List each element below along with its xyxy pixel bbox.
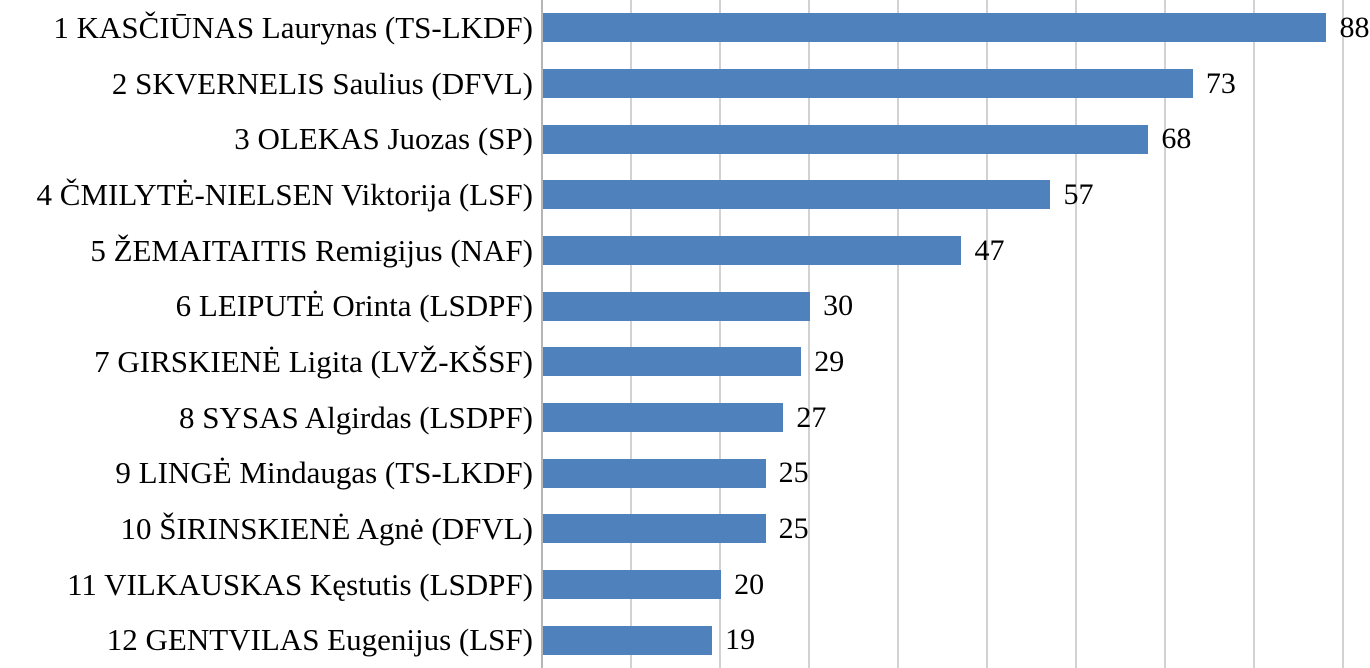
value-label: 20 (734, 567, 765, 601)
bar (543, 13, 1327, 43)
category-label: 10 ŠIRINSKIENĖ Agnė (DFVL) (120, 511, 533, 546)
bar (543, 458, 766, 488)
bar (543, 291, 811, 321)
category-label: 5 ŽEMAITAITIS Remigijus (NAF) (90, 232, 533, 268)
value-label: 19 (725, 623, 756, 657)
category-label: 3 OLEKAS Juozas (SP) (234, 121, 533, 157)
value-label: 73 (1205, 66, 1236, 100)
category-label: 7 GIRSKIENĖ Ligita (LVŽ-KŠSF) (94, 344, 533, 379)
x-gridline (897, 0, 900, 668)
y-axis-line (541, 0, 543, 668)
x-gridline (1253, 0, 1256, 668)
category-label: 1 KASČIŪNAS Laurynas (TS-LKDF) (53, 10, 533, 45)
bar (543, 69, 1193, 98)
x-gridline (808, 0, 811, 668)
category-label: 6 LEIPUTĖ Orinta (LSDPF) (175, 288, 533, 324)
value-label: 57 (1063, 178, 1094, 211)
x-gridline (1075, 0, 1078, 668)
value-label: 68 (1161, 122, 1192, 156)
value-label: 30 (823, 289, 854, 323)
x-gridline (1342, 0, 1345, 668)
x-gridline (986, 0, 989, 668)
category-label: 4 ČMILYTĖ-NIELSEN Viktorija (LSF) (36, 177, 533, 212)
category-label: 2 SKVERNELIS Saulius (DFVL) (111, 65, 533, 101)
category-label: 11 VILKAUSKAS Kęstutis (LSDPF) (67, 566, 533, 602)
value-label: 88 (1339, 11, 1370, 44)
x-gridline (719, 0, 722, 668)
value-label: 25 (778, 512, 809, 545)
bar (543, 403, 784, 432)
bar (543, 236, 962, 265)
x-gridline (1164, 0, 1167, 668)
category-label: 8 SYSAS Algirdas (LSDPF) (179, 399, 533, 435)
bar (543, 514, 766, 544)
x-gridline (630, 0, 633, 668)
value-label: 47 (974, 233, 1005, 267)
category-label: 12 GENTVILAS Eugenijus (LSF) (106, 622, 533, 658)
value-label: 29 (814, 345, 845, 378)
bar (543, 124, 1149, 154)
value-label: 27 (796, 400, 827, 434)
category-label: 9 LINGĖ Mindaugas (TS-LKDF) (115, 455, 533, 491)
bar (543, 347, 802, 377)
bar (543, 625, 713, 655)
value-label: 25 (778, 456, 809, 490)
bar (543, 180, 1051, 210)
bar (543, 570, 722, 599)
